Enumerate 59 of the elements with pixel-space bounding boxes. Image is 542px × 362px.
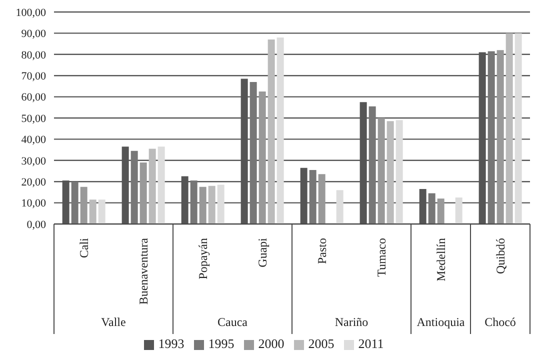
bar bbox=[276, 37, 284, 224]
legend-label: 2000 bbox=[258, 336, 284, 351]
bar bbox=[89, 200, 96, 224]
bar bbox=[148, 148, 156, 224]
x-tick-label: Pasto bbox=[314, 238, 329, 264]
bar bbox=[318, 174, 326, 224]
y-tick-label: 90,00 bbox=[21, 28, 46, 40]
bar bbox=[250, 82, 257, 224]
bar bbox=[217, 184, 224, 224]
x-tick-label: Buenaventura bbox=[136, 237, 150, 305]
y-tick-label: 40,00 bbox=[21, 134, 46, 146]
text: Chocó bbox=[484, 315, 516, 329]
bar bbox=[140, 162, 147, 224]
bar bbox=[190, 180, 198, 224]
bar bbox=[506, 33, 513, 224]
bar bbox=[378, 118, 385, 224]
y-tick-label: 60,00 bbox=[21, 92, 46, 104]
bar bbox=[309, 170, 316, 224]
x-tick-label: Cali bbox=[76, 237, 91, 258]
bar bbox=[368, 106, 376, 224]
x-tick-label: Popayán bbox=[196, 238, 210, 280]
bar bbox=[158, 146, 165, 224]
text: Cauca bbox=[218, 315, 248, 329]
y-tick-label: 50,00 bbox=[21, 112, 46, 125]
y-tick-label: 10,00 bbox=[21, 198, 46, 210]
legend-label: 1993 bbox=[158, 336, 184, 351]
y-tick-label: 30,00 bbox=[21, 155, 46, 168]
text: Valle bbox=[101, 315, 126, 329]
bar bbox=[386, 121, 394, 224]
bar bbox=[98, 200, 106, 224]
legend-label: 2011 bbox=[358, 336, 384, 351]
bar bbox=[336, 190, 344, 224]
bar bbox=[488, 51, 495, 224]
bar bbox=[80, 186, 88, 224]
legend-label: 1995 bbox=[208, 336, 234, 351]
bar bbox=[199, 186, 206, 224]
text: Nariño bbox=[334, 315, 368, 329]
bar bbox=[437, 198, 444, 224]
x-tick-label: Medellín bbox=[434, 238, 448, 282]
y-tick-label: 100,00 bbox=[16, 6, 46, 19]
bar bbox=[428, 193, 436, 224]
y-tick-label: 70,00 bbox=[21, 70, 46, 83]
bar bbox=[455, 198, 462, 224]
bar bbox=[258, 92, 266, 224]
legend-label: 2005 bbox=[308, 336, 334, 351]
y-tick-label: 0,00 bbox=[26, 218, 46, 231]
text: Antioquia bbox=[416, 315, 466, 329]
x-tick-label: Tumaco bbox=[374, 238, 388, 277]
y-tick-label: 80,00 bbox=[21, 49, 46, 62]
bar bbox=[514, 33, 522, 224]
x-tick-label: Quibdó bbox=[493, 238, 508, 274]
bar bbox=[208, 186, 216, 224]
bar bbox=[130, 150, 138, 224]
bar bbox=[268, 40, 275, 224]
bar bbox=[496, 50, 504, 224]
bar bbox=[71, 182, 78, 224]
y-tick-label: 20,00 bbox=[21, 176, 46, 189]
x-tick-label: Guapi bbox=[255, 237, 270, 268]
bar bbox=[396, 120, 403, 224]
